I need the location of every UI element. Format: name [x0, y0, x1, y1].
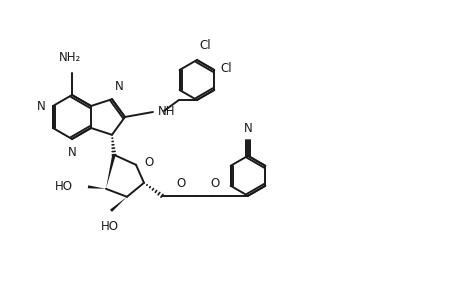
Text: NH₂: NH₂ — [59, 51, 81, 64]
Text: Cl: Cl — [199, 39, 211, 52]
Polygon shape — [110, 197, 127, 212]
Polygon shape — [88, 185, 106, 189]
Polygon shape — [106, 154, 116, 189]
Text: HO: HO — [55, 180, 73, 193]
Text: N: N — [244, 122, 252, 135]
Text: O: O — [144, 156, 153, 169]
Text: NH: NH — [158, 104, 175, 118]
Text: N: N — [115, 80, 124, 93]
Text: O: O — [210, 177, 219, 190]
Text: N: N — [68, 146, 76, 159]
Text: Cl: Cl — [220, 61, 232, 74]
Text: N: N — [37, 99, 46, 113]
Text: HO: HO — [101, 220, 119, 233]
Text: O: O — [176, 177, 185, 190]
